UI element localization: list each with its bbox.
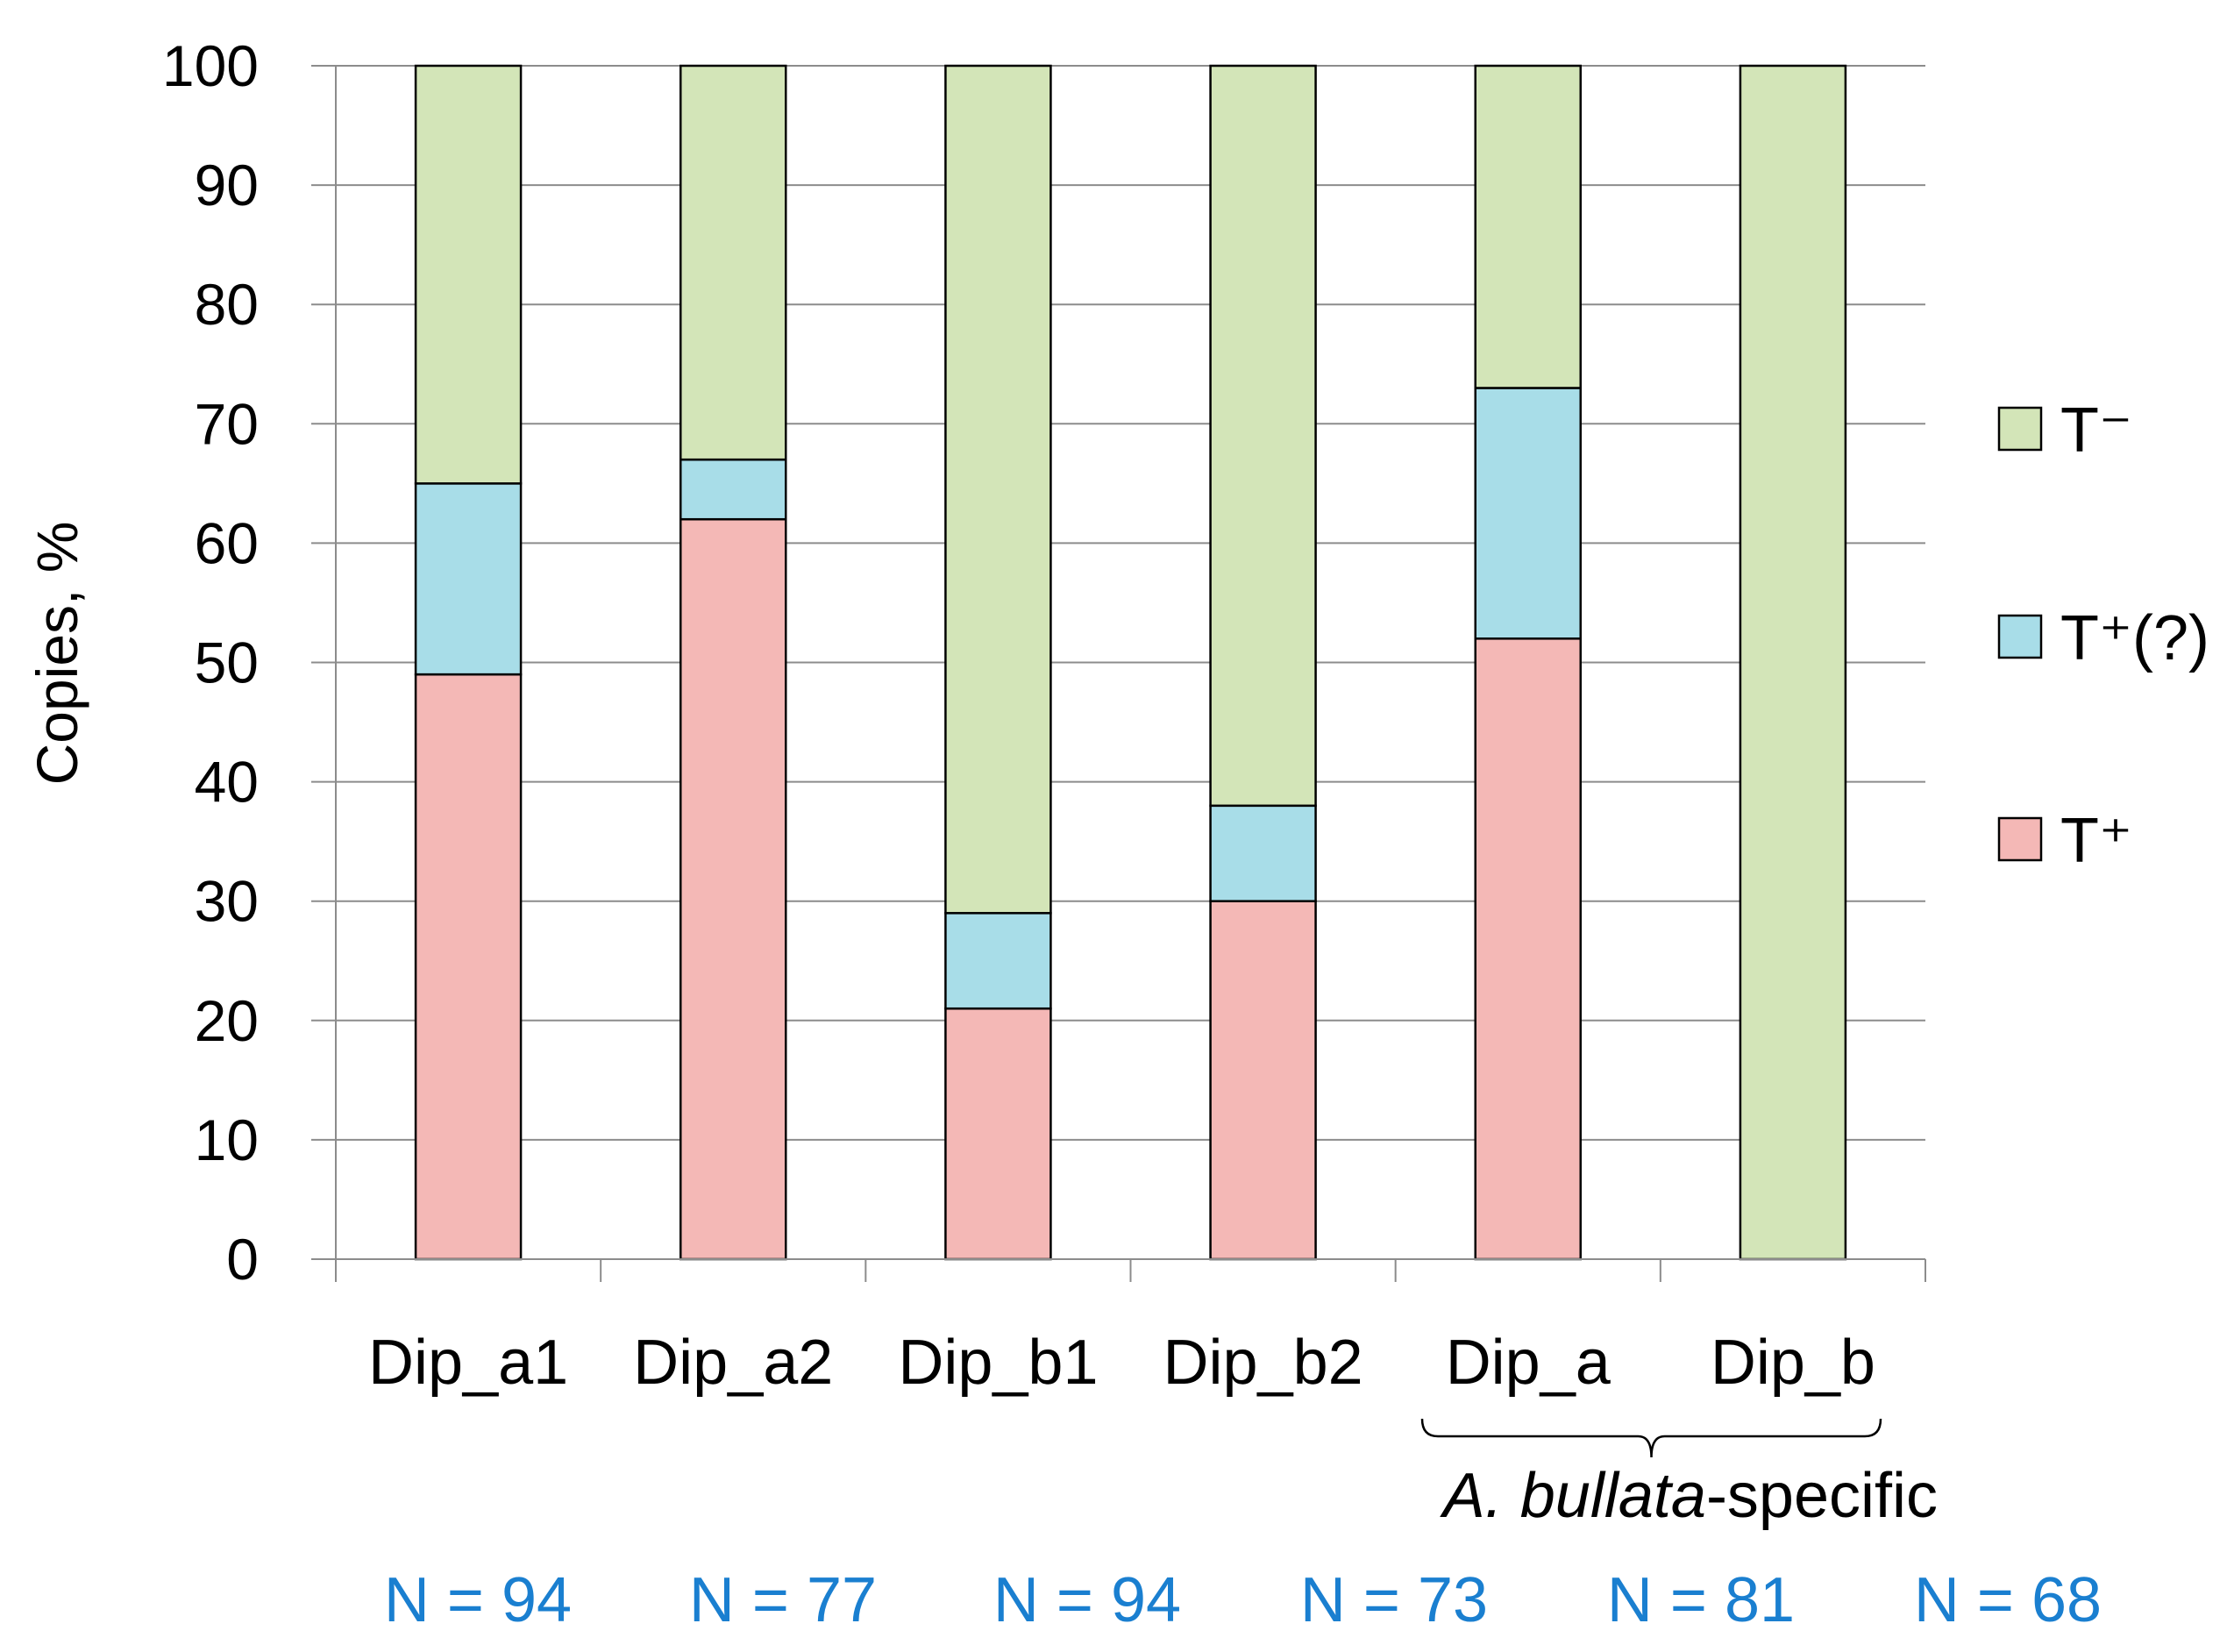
category-labels: Dip_a1 Dip_a2 Dip_b1 Dip_b2 Dip_a Dip_b bbox=[368, 1328, 1875, 1398]
bar-segment bbox=[1474, 387, 1582, 640]
n-labels: N = 94 N = 77 N = 94 N = 73 N = 81 N = 68 bbox=[384, 1565, 2102, 1635]
brace-label: A. bullata-specific bbox=[1440, 1461, 1938, 1531]
category-label: Dip_a1 bbox=[368, 1328, 568, 1398]
y-tick-label: 10 bbox=[195, 1107, 259, 1172]
gridlines bbox=[311, 65, 1925, 1260]
bar-segment bbox=[414, 673, 523, 1261]
bar-segment bbox=[414, 482, 523, 676]
legend-label: T⁺ bbox=[2060, 806, 2132, 876]
category-label: Dip_b1 bbox=[898, 1328, 1098, 1398]
bar-segment bbox=[1739, 64, 1847, 1261]
bar-segment bbox=[1474, 637, 1582, 1261]
n-label: N = 77 bbox=[689, 1565, 877, 1635]
brace-bracket bbox=[1420, 1418, 1882, 1458]
bar-segment bbox=[679, 517, 787, 1261]
bar-segment bbox=[414, 64, 523, 485]
n-label: N = 81 bbox=[1607, 1565, 1795, 1635]
category-label: Dip_b2 bbox=[1163, 1328, 1362, 1398]
n-label: N = 94 bbox=[993, 1565, 1181, 1635]
y-tick-label: 70 bbox=[195, 391, 259, 456]
category-label: Dip_a2 bbox=[633, 1328, 833, 1398]
bar-segment bbox=[944, 64, 1052, 915]
n-label: N = 94 bbox=[384, 1565, 572, 1635]
bar-segment bbox=[1209, 64, 1317, 808]
bar-segment bbox=[1474, 64, 1582, 389]
bar-segment bbox=[944, 912, 1052, 1010]
bar-segment bbox=[1209, 900, 1317, 1261]
legend-label: T⁺(?) bbox=[2060, 603, 2209, 673]
n-label: N = 68 bbox=[1914, 1565, 2102, 1635]
bar-segment bbox=[1209, 804, 1317, 902]
legend-swatch bbox=[1997, 614, 2043, 659]
legend-swatch bbox=[1997, 816, 2043, 862]
axes bbox=[335, 66, 1926, 1282]
y-tick-label: 100 bbox=[162, 33, 259, 98]
group-brace: A. bullata-specific bbox=[1420, 1418, 1938, 1531]
y-tick-label: 60 bbox=[195, 510, 259, 575]
bar-segment bbox=[679, 458, 787, 521]
bar-segment bbox=[679, 64, 787, 461]
brace-label-rest: -specific bbox=[1706, 1461, 1938, 1531]
brace-label-italic: A. bullata bbox=[1440, 1461, 1706, 1531]
y-tick-label: 90 bbox=[195, 153, 259, 217]
y-tick-labels: 0 10 20 30 40 50 60 70 80 90 100 bbox=[162, 33, 259, 1292]
y-tick-label: 30 bbox=[195, 869, 259, 934]
y-tick-label: 80 bbox=[195, 272, 259, 337]
legend-label: T⁻ bbox=[2060, 395, 2132, 466]
y-tick-label: 20 bbox=[195, 988, 259, 1053]
y-tick-label: 40 bbox=[195, 750, 259, 815]
y-tick-label: 50 bbox=[195, 630, 259, 695]
bars bbox=[414, 64, 1847, 1261]
y-tick-label: 0 bbox=[226, 1227, 259, 1292]
legend: T⁻ T⁺(?) T⁺ bbox=[1997, 395, 2209, 876]
category-label: Dip_b bbox=[1711, 1328, 1875, 1398]
category-label: Dip_a bbox=[1446, 1328, 1611, 1398]
n-label: N = 73 bbox=[1300, 1565, 1488, 1635]
y-axis-label: Copies, % bbox=[25, 522, 89, 786]
bar-segment bbox=[944, 1007, 1052, 1261]
legend-swatch bbox=[1997, 406, 2043, 452]
